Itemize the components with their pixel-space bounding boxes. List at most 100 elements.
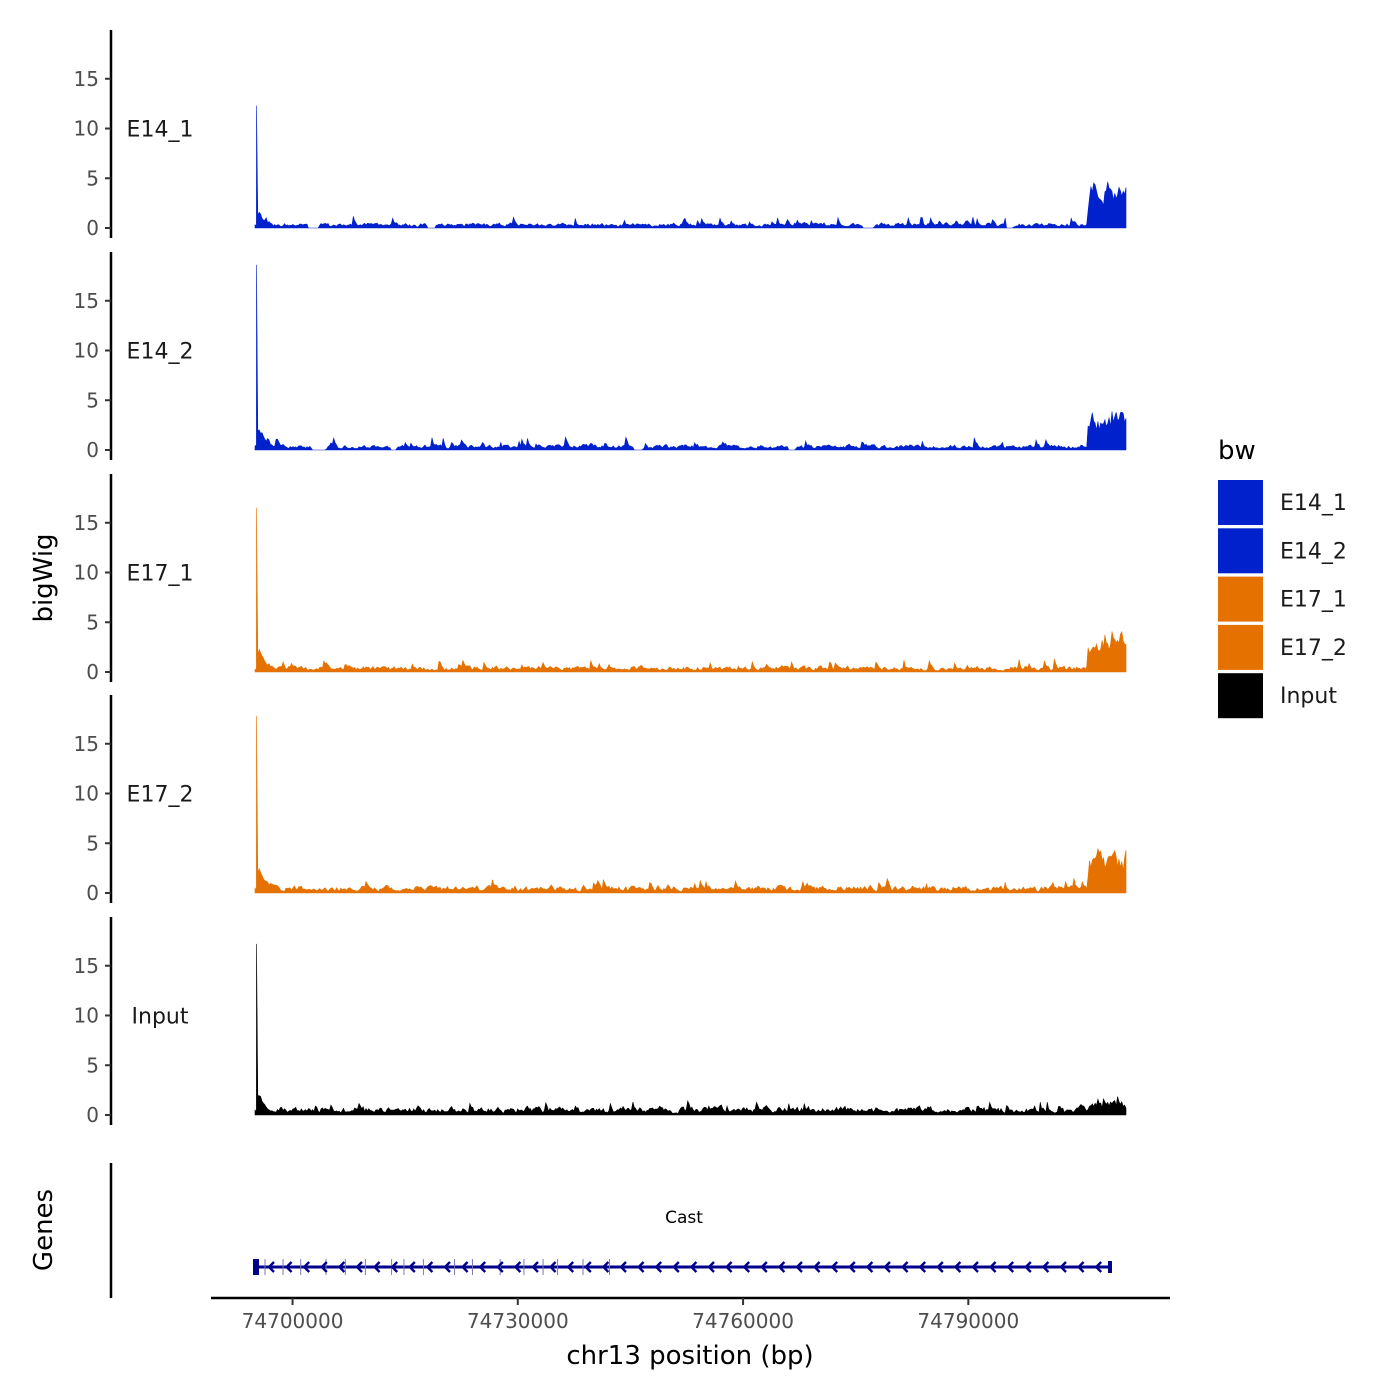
legend-label: E14_1 <box>1280 491 1347 516</box>
strand-arrow <box>812 1261 821 1273</box>
strand-arrow <box>584 1261 592 1273</box>
strand-arrow <box>654 1261 663 1273</box>
strand-arrow <box>408 1261 416 1273</box>
track-e14-1: 0 5 10 15 E14_1 <box>74 30 1127 240</box>
x-tick-label: 74760000 <box>692 1309 794 1333</box>
y-tick-label: 10 <box>74 339 99 363</box>
strand-arrow <box>1024 1261 1032 1273</box>
signal-area-e17-1 <box>254 507 1127 673</box>
legend-swatch <box>1218 673 1263 719</box>
signal-area-e17-2 <box>254 715 1127 894</box>
gene-body-cast[interactable] <box>253 1259 1112 1275</box>
strand-arrow <box>390 1261 399 1273</box>
y-tick-label: 5 <box>86 1053 99 1077</box>
strand-arrow <box>355 1261 363 1273</box>
strand-arrow <box>777 1261 786 1273</box>
track-label: Input <box>132 1004 189 1029</box>
y-tick-label: 0 <box>86 216 99 240</box>
track-e17-1: 0 5 10 15 E17_1 <box>74 474 1127 684</box>
legend-entry-e17-1: E17_1 <box>1218 576 1347 622</box>
x-ticks: 74700000 74730000 74760000 74790000 <box>242 1298 1019 1333</box>
strand-arrow <box>513 1261 522 1273</box>
y-tick-label: 15 <box>74 954 99 978</box>
x-axis-title: chr13 position (bp) <box>566 1341 813 1371</box>
strand-arrow <box>636 1261 645 1273</box>
strand-arrow <box>267 1261 275 1273</box>
strand-arrow <box>566 1261 575 1273</box>
strand-arrow <box>760 1261 768 1273</box>
y-tick-label: 5 <box>86 831 99 855</box>
strand-arrow <box>425 1261 434 1273</box>
track-label: E14_1 <box>127 117 194 142</box>
track-e14-2: 0 5 10 15 E14_2 <box>74 252 1127 462</box>
y-tick-label: 5 <box>86 166 99 190</box>
y-tick-label: 5 <box>86 610 99 634</box>
strand-arrow <box>601 1261 610 1273</box>
strand-arrow <box>302 1261 311 1273</box>
x-tick-label: 74730000 <box>467 1309 569 1333</box>
strand-arrow <box>865 1261 874 1273</box>
track-e17-2: 0 5 10 15 E17_2 <box>74 695 1127 905</box>
y-tick-label: 0 <box>86 881 99 905</box>
legend-swatch <box>1218 576 1263 622</box>
x-tick-label: 74700000 <box>242 1309 344 1333</box>
legend: bw E14_1 E14_2 E17_1 E17_2 Input <box>1218 436 1347 719</box>
y-tick-label: 10 <box>74 117 99 141</box>
strand-arrow <box>742 1261 751 1273</box>
legend-entry-e14-2: E14_2 <box>1218 528 1347 574</box>
strand-arrow <box>988 1261 997 1273</box>
strand-arrow <box>848 1261 856 1273</box>
y-tick-label: 15 <box>74 67 99 91</box>
strand-arrow <box>460 1261 469 1273</box>
y-tick-label: 10 <box>74 782 99 806</box>
legend-entry-input: Input <box>1218 673 1337 719</box>
strand-arrow <box>478 1261 487 1273</box>
strand-arrow <box>883 1261 891 1273</box>
strand-arrow <box>953 1261 962 1273</box>
strand-arrow <box>918 1261 927 1273</box>
strand-arrow <box>1076 1261 1085 1273</box>
legend-swatch <box>1218 624 1263 670</box>
strand-arrow <box>795 1261 803 1273</box>
legend-label: E17_1 <box>1280 588 1347 613</box>
strand-arrow <box>1059 1261 1067 1273</box>
x-axis: 74700000 74730000 74760000 74790000 chr13 p… <box>211 1296 1170 1371</box>
signal-area-e14-1 <box>254 105 1127 229</box>
strand-arrow <box>1006 1261 1015 1273</box>
strand-arrow <box>320 1261 328 1273</box>
signal-area-e14-2 <box>254 264 1127 451</box>
legend-swatch <box>1218 528 1263 574</box>
strand-arrow <box>443 1261 451 1273</box>
strand-arrow <box>284 1261 293 1273</box>
strand-arrow <box>936 1261 944 1273</box>
y-tick-label: 5 <box>86 388 99 412</box>
track-label: E17_2 <box>127 782 194 807</box>
strand-arrow <box>619 1261 627 1273</box>
strand-arrow <box>1041 1261 1050 1273</box>
legend-label: Input <box>1280 684 1337 709</box>
track-label: E14_2 <box>127 339 194 364</box>
x-tick-label: 74790000 <box>917 1309 1019 1333</box>
strand-arrow <box>337 1261 346 1273</box>
y-tick-label: 10 <box>74 561 99 585</box>
y-tick-label: 15 <box>74 511 99 535</box>
strand-arrow <box>548 1261 557 1273</box>
y-tick-label: 0 <box>86 438 99 462</box>
track-label: E17_1 <box>127 561 194 586</box>
y-axis-title: bigWig <box>29 533 59 622</box>
strand-arrow <box>900 1261 909 1273</box>
strand-arrow <box>707 1261 715 1273</box>
y-tick-label: 0 <box>86 1103 99 1127</box>
strand-arrow <box>531 1261 539 1273</box>
signal-area-input <box>254 943 1127 1116</box>
gene-exon <box>253 1259 259 1275</box>
strand-arrow <box>672 1261 680 1273</box>
y-tick-label: 10 <box>74 1004 99 1028</box>
strand-arrow <box>724 1261 733 1273</box>
legend-entries: E14_1 E14_2 E17_1 E17_2 Input <box>1218 480 1347 719</box>
y-tick-label: 15 <box>74 732 99 756</box>
strand-arrow <box>1094 1261 1103 1273</box>
strand-arrow <box>830 1261 839 1273</box>
strand-arrow <box>689 1261 698 1273</box>
